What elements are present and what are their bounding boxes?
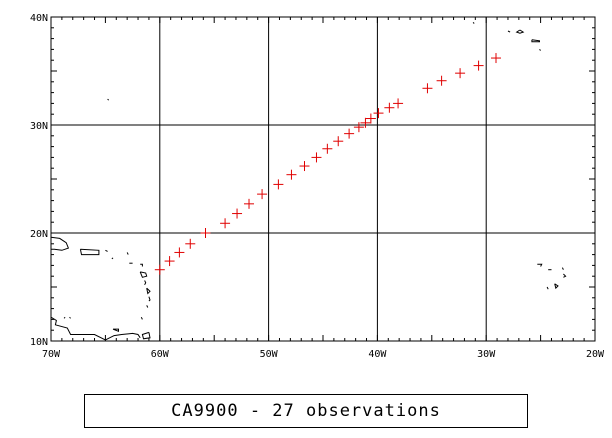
lon-tick-label: 20W [586, 349, 605, 360]
coastline [126, 252, 129, 255]
lon-tick-label: 50W [260, 349, 279, 360]
observation-marker [393, 98, 404, 109]
coastline [515, 29, 525, 34]
observation-markers [154, 53, 501, 275]
observation-marker [422, 83, 433, 94]
observation-marker [311, 152, 322, 163]
observation-marker [164, 256, 175, 267]
observation-marker [353, 122, 364, 133]
coastline [140, 263, 143, 267]
observation-marker [455, 68, 466, 79]
coastline [50, 236, 70, 251]
caption-box: CA9900 - 27 observations [84, 394, 528, 428]
observation-marker [299, 161, 310, 172]
lon-tick-label: 60W [151, 349, 170, 360]
plot-frame [50, 16, 596, 342]
observation-marker [244, 198, 255, 209]
lat-tick-label: 30N [30, 121, 48, 132]
observation-marker [174, 247, 185, 258]
axis-labels: 70W 60W 50W 40W 30W 20W 10N 20N 30N 40N [30, 13, 605, 360]
coastline [50, 316, 141, 341]
observation-marker [344, 128, 355, 139]
observation-marker [220, 218, 231, 229]
coastline [105, 249, 108, 252]
observation-marker [232, 208, 243, 219]
observation-marker [273, 179, 284, 190]
coastline [146, 305, 149, 308]
coastline [141, 331, 151, 340]
coastline [531, 39, 540, 43]
coastline [546, 286, 549, 290]
coastlines [50, 22, 567, 341]
coastline [69, 316, 71, 319]
coastline [146, 287, 151, 295]
lat-tick-label: 10N [30, 337, 48, 348]
observation-marker [384, 102, 395, 113]
coastline [561, 267, 564, 270]
observation-marker [373, 108, 384, 119]
observation-marker [200, 228, 211, 238]
observation-marker [322, 143, 333, 154]
coastline [148, 296, 151, 302]
observation-marker [154, 264, 165, 275]
coastline [79, 248, 100, 256]
lon-tick-label: 40W [368, 349, 387, 360]
observation-marker [365, 113, 376, 124]
lat-tick-label: 20N [30, 229, 48, 240]
observation-marker [333, 136, 344, 147]
coastline [539, 49, 541, 51]
coastline [63, 316, 66, 319]
coastline [554, 283, 559, 290]
observation-marker [257, 189, 268, 200]
observation-marker [473, 60, 484, 71]
observation-marker [490, 53, 501, 64]
axis-ticks [50, 16, 596, 342]
lat-tick-label: 40N [30, 13, 48, 24]
caption-text: CA9900 - 27 observations [171, 401, 441, 421]
coastline [112, 328, 119, 333]
coastline [507, 30, 511, 33]
coastline [107, 98, 110, 101]
lon-tick-label: 30W [477, 349, 496, 360]
coastline [140, 316, 143, 320]
coastline [563, 273, 567, 278]
coastline [144, 280, 147, 286]
grid [50, 16, 596, 342]
coastline [537, 263, 543, 267]
observation-marker [360, 117, 371, 128]
observation-marker [185, 238, 196, 249]
observation-marker [436, 75, 447, 86]
observation-marker [286, 169, 297, 180]
coastline [111, 257, 114, 260]
coastline [472, 22, 475, 24]
lon-tick-label: 70W [42, 349, 61, 360]
coastline [139, 271, 148, 278]
